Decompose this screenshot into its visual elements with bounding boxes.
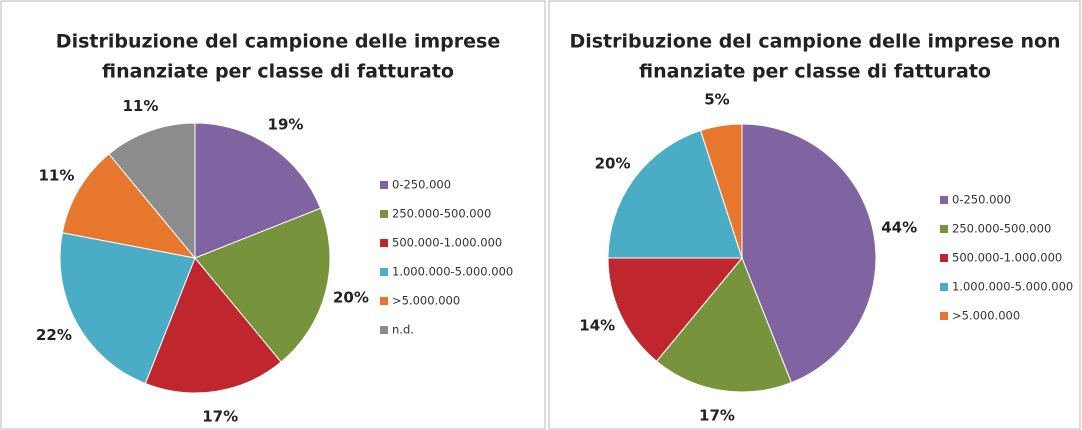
pie-slice — [61, 153, 197, 259]
data-label: 19% — [268, 115, 304, 133]
chart-title: Distribuzione del campione delle imprese — [56, 31, 500, 53]
legend-label: >5.000.000 — [952, 309, 1020, 323]
legend-label: 1.000.000-5.000.000 — [392, 265, 513, 279]
pie-slice — [108, 122, 196, 260]
legend-swatch — [380, 210, 388, 218]
legend-swatch — [380, 239, 388, 247]
legend-label: >5.000.000 — [392, 294, 460, 308]
data-label: 22% — [36, 326, 72, 344]
legend-swatch — [940, 283, 948, 291]
legend-swatch — [940, 225, 948, 233]
pie-slice — [59, 232, 196, 385]
legend-swatch — [380, 181, 388, 189]
data-label: 5% — [704, 90, 729, 108]
data-label: 17% — [699, 407, 735, 425]
data-label: 17% — [202, 408, 238, 426]
legend-label: 0-250.000 — [392, 178, 451, 192]
legend-swatch — [940, 312, 948, 320]
legend-swatch — [940, 254, 948, 262]
chart-title: finanziate per classe di fatturato — [102, 61, 454, 83]
legend-label: 500.000-1.000.000 — [392, 236, 502, 250]
data-label: 44% — [881, 219, 917, 237]
legend-label: n.d. — [392, 323, 414, 337]
legend-swatch — [940, 196, 948, 204]
legend-label: 250.000-500.000 — [952, 222, 1051, 236]
pie-slice — [144, 257, 282, 394]
chart-title: finanziate per classe di fatturato — [639, 61, 991, 83]
pie-slice — [699, 123, 743, 259]
legend-swatch — [380, 297, 388, 305]
chart-title: Distribuzione del campione delle imprese… — [569, 31, 1060, 53]
pie-slice — [655, 257, 792, 393]
legend-swatch — [380, 326, 388, 334]
legend-label: 250.000-500.000 — [392, 207, 491, 221]
legend-label: 500.000-1.000.000 — [952, 251, 1062, 265]
legend-label: 1.000.000-5.000.000 — [952, 280, 1073, 294]
data-label: 14% — [579, 317, 615, 335]
data-label: 11% — [38, 167, 74, 185]
pie-slice — [194, 207, 331, 363]
pie-slice — [741, 123, 877, 384]
legend-label: 0-250.000 — [952, 193, 1011, 207]
pie-slice — [194, 122, 322, 259]
pie-slice — [607, 257, 744, 362]
data-label: 20% — [333, 289, 369, 307]
data-label: 11% — [123, 97, 159, 115]
legend-swatch — [380, 268, 388, 276]
data-label: 20% — [595, 154, 631, 172]
pie-slice — [607, 129, 743, 259]
